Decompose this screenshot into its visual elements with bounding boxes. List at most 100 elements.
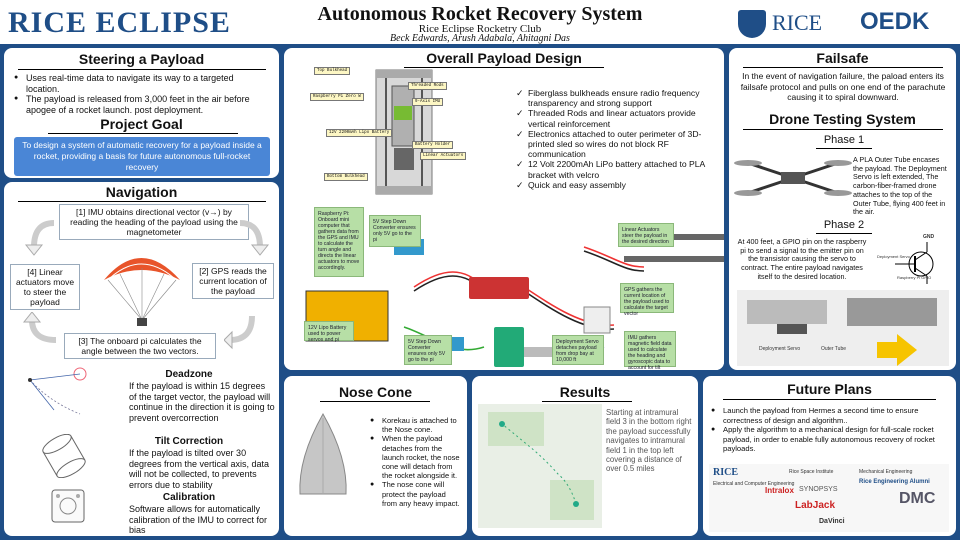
- divider: [320, 401, 430, 402]
- info-box-stepdown: 5V Step Down Converter ensures only 5V g…: [369, 215, 421, 247]
- sponsor-logo: Electrical and Computer Engineering: [713, 481, 795, 487]
- curved-arrow-icon: [239, 220, 270, 256]
- results-text: Starting at intramural field 3 in the bo…: [606, 408, 692, 474]
- phase1-text: A PLA Outer Tube encases the payload. Th…: [853, 155, 947, 217]
- nav-step-1: [1] IMU obtains directional vector (v→) …: [59, 204, 249, 240]
- sponsor-logo: RICE: [713, 467, 739, 478]
- tube-label: Outer Tube: [821, 346, 847, 352]
- list-item: Launch the payload from Hermes a second …: [711, 406, 949, 425]
- nav-step-4: [4] Linear actuators move to steer the p…: [10, 264, 80, 310]
- list-item: 12 Volt 2200mAh LiPo battery attached to…: [516, 159, 716, 179]
- info-box-deploy-servo: Deployment Servo detaches payload from d…: [552, 335, 604, 365]
- sponsor-logo: DMC: [899, 490, 936, 507]
- list-item: Fiberglass bulkheads ensure radio freque…: [516, 88, 716, 108]
- failsafe-title: Failsafe: [816, 50, 869, 66]
- drone-image: [734, 160, 852, 196]
- navigation-panel: Navigation [1] IMU obtains directional v…: [4, 182, 279, 536]
- design-title: Overall Payload Design: [426, 50, 582, 66]
- schematic-label: GND: [923, 234, 935, 240]
- rice-shield-icon: [738, 10, 766, 38]
- results-panel: Results Starting at intramural field 3 i…: [472, 376, 698, 536]
- steering-panel: Steering a Payload Uses real-time data t…: [4, 48, 279, 178]
- phase2-title: Phase 2: [823, 219, 865, 231]
- nosecone-title: Nose Cone: [338, 384, 413, 400]
- rice-logo-text: RICE: [772, 10, 823, 35]
- list-item: The nose cone will protect the payload f…: [370, 480, 462, 508]
- servo-tube-image: [737, 290, 949, 366]
- schematic-label: Raspberry Pi GPIO: [897, 275, 932, 280]
- failsafe-text: In the event of navigation failure, the …: [740, 71, 946, 102]
- list-item: Electronics attached to outer perimeter …: [516, 129, 716, 160]
- wiring-diagram: Raspberry Pi: Onboard mini computer that…: [284, 207, 724, 370]
- calibration-title: Calibration: [162, 492, 216, 503]
- schematic-label: Deployment Servo: [877, 254, 910, 259]
- divider: [18, 69, 266, 70]
- deadzone-text: If the payload is within 15 degrees of t…: [129, 381, 275, 423]
- deadzone-title: Deadzone: [165, 369, 213, 380]
- design-checklist: Fiberglass bulkheads ensure radio freque…: [516, 88, 716, 190]
- curved-arrow-icon: [24, 220, 55, 256]
- goal-text: To design a system of automatic recovery…: [22, 140, 262, 172]
- list-item: When the payload detaches from the launc…: [370, 434, 462, 480]
- list-item: Korekau is attached to the Nose cone.: [370, 416, 462, 434]
- sponsor-logo: Rice Engineering Alumni: [859, 479, 930, 485]
- nosecone-panel: Nose Cone Korekau is attached to the Nos…: [284, 376, 467, 536]
- poster-title: Autonomous Rocket Recovery System: [317, 3, 643, 25]
- cad-label: Linear Actuators: [420, 152, 467, 160]
- list-item: Apply the algorithm to a mechanical desi…: [711, 425, 949, 454]
- tilt-title: Tilt Correction: [154, 436, 224, 447]
- tilt-text: If the payload is tilted over 30 degrees…: [129, 448, 270, 490]
- phase1-title: Phase 1: [823, 134, 865, 146]
- info-box-pi: Raspberry Pi: Onboard mini computer that…: [314, 207, 364, 277]
- info-box-stepdown-2: 5V Step Down Converter ensures only 5V g…: [404, 335, 452, 365]
- divider: [723, 399, 936, 400]
- nose-cone-image: [299, 412, 347, 495]
- divider: [542, 401, 632, 402]
- list-item: The payload is released from 3,000 feet …: [14, 94, 269, 115]
- sponsor-logo: DaVinci: [819, 518, 845, 525]
- oedk-logo: OEDK: [860, 8, 930, 35]
- list-item: Uses real-time data to navigate its way …: [14, 73, 269, 94]
- cad-label: Raspberry Pi Zero W: [310, 93, 364, 101]
- phase2-text: At 400 feet, a GPIO pin on the raspberry…: [737, 237, 867, 281]
- nav-step-2: [2] GPS reads the current location of th…: [192, 263, 274, 299]
- divider: [404, 67, 604, 68]
- future-list: Launch the payload from Hermes a second …: [711, 406, 949, 454]
- header-bar: RICE ECLIPSE Autonomous Rocket Recovery …: [0, 0, 960, 44]
- list-item: Quick and easy assembly: [516, 180, 716, 190]
- cad-label: Battery Holder: [412, 141, 454, 149]
- divider: [743, 67, 943, 68]
- poster-subtitle: Rice Eclipse Rocketry Club: [418, 23, 542, 35]
- divider: [816, 148, 872, 149]
- info-box-actuators: Linear Actuators steer the payload in th…: [618, 223, 674, 247]
- sponsor-logo: Rice Space Institute: [789, 469, 834, 475]
- goal-box: To design a system of automatic recovery…: [14, 137, 270, 176]
- failsafe-drone-panel: Failsafe In the event of navigation fail…: [729, 48, 956, 370]
- cad-label: 12V 2200mAh Lipo Battery: [326, 129, 393, 137]
- curved-arrow-icon: [22, 312, 57, 343]
- info-box-imu: IMU gathers magnetic field data used to …: [624, 331, 676, 370]
- tilt-cylinder-icon: [42, 434, 86, 478]
- divider: [18, 201, 266, 202]
- results-title: Results: [559, 384, 611, 400]
- steering-list: Uses real-time data to navigate its way …: [14, 73, 269, 115]
- imu-board-icon: [51, 489, 85, 523]
- cad-label: 9-Axis IMU: [412, 98, 444, 106]
- steering-title: Steering a Payload: [78, 51, 205, 67]
- calibration-text: Software allows for automatically calibr…: [129, 504, 268, 535]
- rice-eclipse-logo: RICE ECLIPSE: [8, 6, 231, 39]
- design-panel: Overall Payload Design Top Bulkhead Thre…: [284, 48, 724, 370]
- divider: [48, 133, 238, 134]
- poster-authors: Beck Edwards, Arush Adabala, Ahitagni Da…: [390, 33, 570, 44]
- nav-step-3: [3] The onboard pi calculates the angle …: [64, 333, 216, 359]
- curved-arrow-icon: [224, 315, 255, 350]
- sponsor-logos: RICE Rice Space Institute Electrical and…: [709, 464, 949, 532]
- info-box-battery: 12V Lipo Battery used to power servos an…: [304, 321, 354, 343]
- future-panel: Future Plans Launch the payload from Her…: [703, 376, 956, 536]
- list-item: Threaded Rods and linear actuators provi…: [516, 108, 716, 128]
- goal-title: Project Goal: [100, 116, 183, 132]
- parafoil-image: [104, 258, 180, 326]
- cad-label: Bottom Bulkhead: [324, 173, 368, 181]
- payload-cad-image: [375, 69, 433, 195]
- nosecone-list: Korekau is attached to the Nose cone. Wh…: [370, 416, 462, 508]
